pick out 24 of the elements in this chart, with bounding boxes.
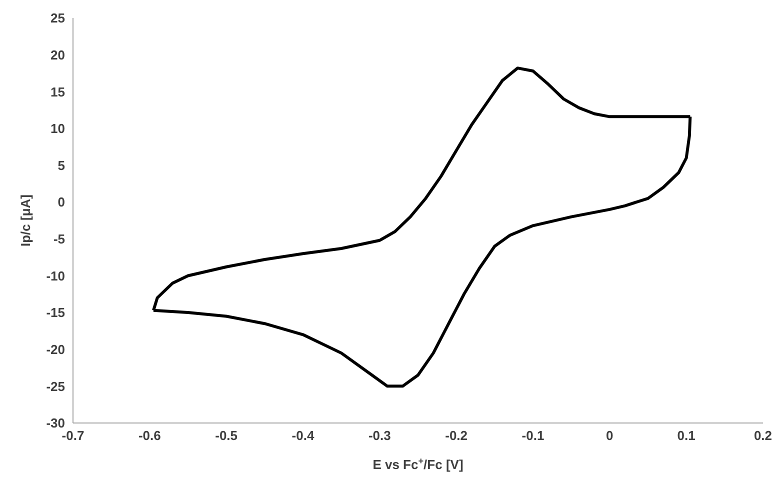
- y-tick-label: 5: [58, 158, 65, 173]
- x-tick-label: -0.3: [368, 428, 391, 444]
- x-tick-label: -0.5: [215, 428, 238, 444]
- x-tick-label: 0: [606, 428, 614, 444]
- x-tick-label: -0.2: [445, 428, 468, 444]
- y-tick-label: -20: [46, 342, 65, 357]
- y-tick-label: -30: [46, 416, 65, 431]
- y-tick-label: 15: [50, 84, 65, 100]
- y-tick-label: 25: [50, 10, 65, 26]
- y-tick-label: 20: [50, 47, 65, 62]
- y-tick-label: 0: [58, 194, 65, 210]
- y-tick-label: -25: [46, 378, 65, 394]
- x-tick-label: -0.4: [292, 428, 315, 444]
- x-tick-label: -0.1: [522, 428, 544, 444]
- y-tick-label: -15: [46, 305, 65, 320]
- y-tick-label: 10: [50, 121, 65, 136]
- x-axis-title: E vs Fc$^{+}$/Fc [V]: [372, 456, 464, 472]
- x-tick-label: -0.7: [62, 428, 84, 444]
- y-tick-label: -10: [46, 268, 65, 284]
- x-tick-label: 0.1: [677, 428, 696, 444]
- y-axis-title: Ip/c [μA]: [18, 194, 33, 247]
- x-tick-label: -0.6: [138, 428, 161, 444]
- y-tick-label: -5: [53, 232, 65, 247]
- x-tick-label: 0.2: [754, 428, 772, 444]
